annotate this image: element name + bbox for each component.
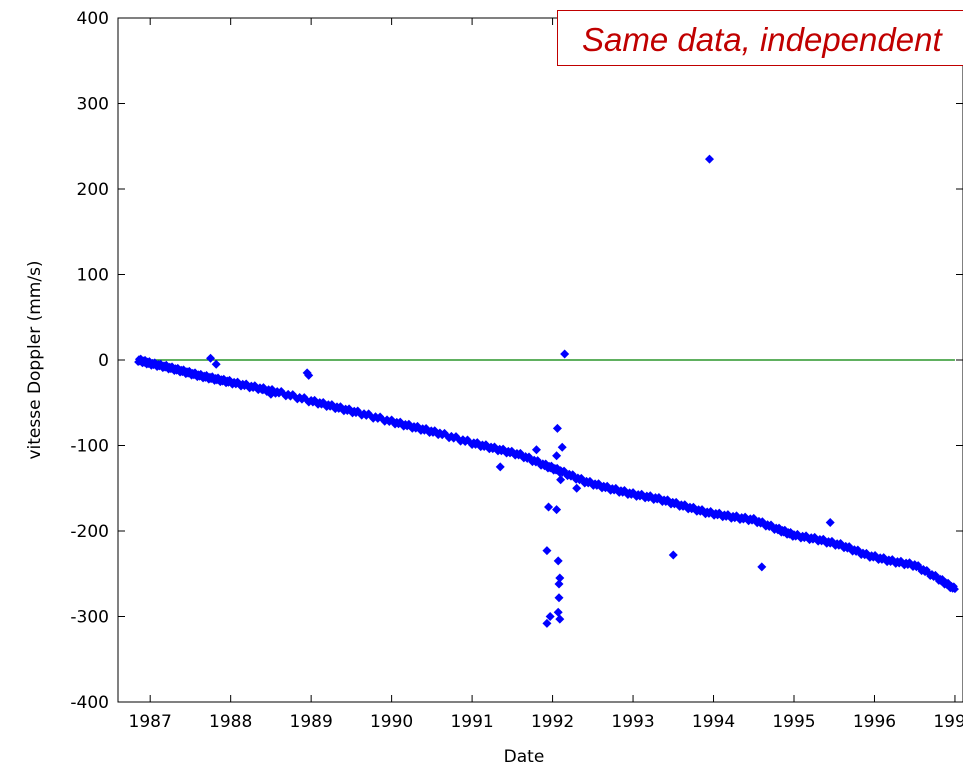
data-point	[557, 442, 567, 452]
data-point	[825, 517, 835, 527]
x-tick-label: 1997	[933, 712, 963, 732]
data-point	[560, 349, 570, 359]
data-point	[553, 556, 563, 566]
data-point	[304, 370, 314, 380]
data-point	[950, 585, 959, 594]
y-tick-label: 300	[77, 95, 109, 115]
data-points	[134, 154, 959, 628]
y-tick-label: -400	[70, 693, 109, 713]
y-tick-label: 200	[77, 180, 109, 200]
x-axis-label: Date	[504, 747, 545, 767]
data-point	[495, 462, 505, 472]
x-tick-label: 1988	[209, 712, 252, 732]
x-tick-label: 1994	[692, 712, 735, 732]
y-tick-label: 400	[77, 9, 109, 29]
data-point	[553, 607, 563, 617]
axis-ticks	[118, 17, 963, 703]
data-point	[531, 445, 541, 455]
data-point	[552, 423, 562, 433]
data-point	[668, 550, 678, 560]
x-tick-label: 1992	[531, 712, 574, 732]
x-tick-label: 1990	[370, 712, 413, 732]
x-tick-label: 1993	[611, 712, 654, 732]
data-point	[545, 612, 555, 621]
y-tick-label: 100	[77, 266, 109, 286]
x-tick-label: 1996	[853, 712, 896, 732]
data-point	[211, 359, 221, 369]
data-point	[258, 385, 268, 395]
y-tick-label: 0	[98, 351, 109, 371]
data-point	[542, 618, 552, 628]
x-tick-label: 1995	[772, 712, 815, 732]
data-point	[266, 389, 276, 399]
x-tick-label: 1987	[129, 712, 172, 732]
data-point	[555, 573, 565, 583]
x-tick-label: 1991	[450, 712, 493, 732]
data-point	[554, 579, 564, 589]
callout-text: Same data, independent	[582, 21, 942, 58]
data-point	[555, 614, 565, 624]
data-point	[542, 546, 552, 556]
y-tick-label: -200	[70, 522, 109, 542]
data-point	[552, 505, 562, 515]
y-tick-label: -300	[70, 608, 109, 628]
x-tick-labels: 1987 1988 1989 1990 1991 1992 1993 1994 1995 1996…	[129, 712, 963, 732]
y-tick-labels: 400 300 200 100 0 -100 -200 -300 -400	[70, 9, 109, 713]
callout-box: Same data, independent	[557, 10, 963, 66]
data-point	[552, 451, 562, 461]
data-point	[757, 562, 767, 572]
data-point	[572, 483, 582, 493]
data-point	[554, 593, 564, 603]
data-point	[206, 353, 216, 363]
y-axis-label: vitesse Doppler (mm/s)	[25, 260, 45, 459]
data-point	[705, 154, 714, 164]
y-tick-label: -100	[70, 437, 109, 457]
x-tick-label: 1989	[290, 712, 333, 732]
data-point	[544, 502, 554, 512]
data-point	[556, 475, 566, 485]
